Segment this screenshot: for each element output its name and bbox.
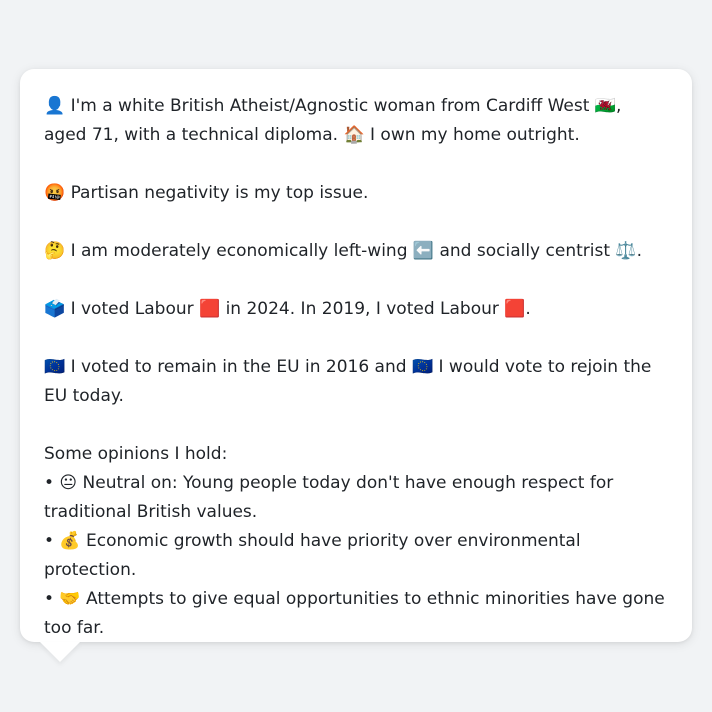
opinion-item: • 😐 Neutral on: Young people today don't… [44, 473, 614, 522]
opinions-section: Some opinions I hold: • 😐 Neutral on: Yo… [44, 440, 668, 643]
opinions-heading: Some opinions I hold: [44, 444, 228, 464]
eu-text: 🇪🇺 I voted to remain in the EU in 2016 a… [44, 357, 652, 406]
vote-text: 🗳️ I voted Labour 🟥 in 2024. In 2019, I … [44, 299, 531, 319]
message-bubble: 👤 I'm a white British Atheist/Agnostic w… [20, 69, 692, 642]
top-issue-text: 🤬 Partisan negativity is my top issue. [44, 183, 369, 203]
bubble-tail [40, 642, 80, 662]
opinion-item: • 💰 Economic growth should have priority… [44, 531, 581, 580]
opinion-item: • 🤝 Attempts to give equal opportunities… [44, 589, 665, 638]
intro-text: 👤 I'm a white British Atheist/Agnostic w… [44, 96, 622, 145]
ideology-text: 🤔 I am moderately economically left-wing… [44, 241, 642, 261]
